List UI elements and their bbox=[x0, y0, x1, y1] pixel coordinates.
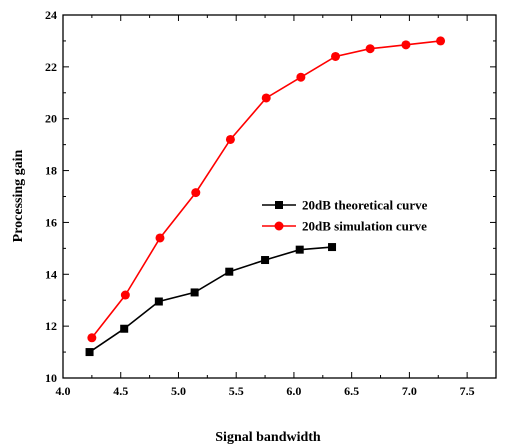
y-tick-label: 14 bbox=[45, 267, 57, 281]
series-2 bbox=[87, 36, 446, 343]
y-tick-label: 18 bbox=[45, 164, 57, 178]
data-point bbox=[154, 297, 163, 306]
data-point bbox=[261, 256, 270, 265]
x-tick-label: 5.0 bbox=[171, 384, 186, 398]
data-point bbox=[401, 40, 411, 50]
data-point bbox=[225, 134, 235, 144]
x-tick-label: 6.0 bbox=[286, 384, 301, 398]
legend-marker bbox=[274, 221, 284, 231]
data-point bbox=[225, 267, 234, 276]
data-point bbox=[85, 348, 94, 357]
axes bbox=[62, 14, 497, 379]
data-point bbox=[120, 324, 129, 333]
legend-marker bbox=[275, 201, 283, 209]
legend-label: 20dB simulation curve bbox=[302, 219, 427, 234]
legend-label: 20dB theoretical curve bbox=[302, 198, 428, 213]
series-1 bbox=[85, 243, 337, 357]
data-point bbox=[365, 44, 375, 54]
data-point bbox=[436, 36, 446, 46]
y-axis-title: Processing gain bbox=[11, 149, 26, 242]
data-point bbox=[295, 245, 304, 254]
x-tick-label: 4.0 bbox=[56, 384, 71, 398]
series-layer bbox=[85, 36, 446, 357]
y-tick-label: 20 bbox=[45, 112, 57, 126]
series-line bbox=[89, 246, 333, 353]
y-tick-label: 10 bbox=[45, 371, 57, 385]
data-point bbox=[87, 333, 97, 343]
data-point bbox=[331, 51, 341, 61]
legend-item: 20dB simulation curve bbox=[262, 219, 427, 234]
x-tick-label: 5.5 bbox=[229, 384, 244, 398]
data-point bbox=[190, 288, 199, 297]
y-axis-ticks: 10 12 14 16 18 20 22 24 bbox=[45, 8, 496, 385]
x-tick-label: 7.5 bbox=[460, 384, 475, 398]
data-point bbox=[120, 290, 130, 300]
series-line bbox=[91, 40, 441, 339]
x-axis-ticks: 4.0 4.5 5.0 5.5 6.0 6.5 7.0 7.5 bbox=[56, 15, 497, 398]
x-axis-title: Signal bandwidth bbox=[215, 430, 321, 445]
data-point bbox=[155, 233, 165, 243]
x-tick-label: 4.5 bbox=[113, 384, 128, 398]
legend-item: 20dB theoretical curve bbox=[262, 198, 428, 213]
x-tick-label: 6.5 bbox=[344, 384, 359, 398]
x-tick-label: 7.0 bbox=[402, 384, 417, 398]
y-tick-label: 12 bbox=[45, 319, 57, 333]
plot-frame bbox=[62, 14, 497, 379]
legend: 20dB theoretical curve 20dB simulation cu… bbox=[262, 198, 428, 234]
data-point bbox=[191, 188, 201, 198]
y-tick-label: 24 bbox=[45, 8, 57, 22]
y-tick-label: 16 bbox=[45, 215, 57, 229]
data-point bbox=[328, 243, 337, 252]
data-point bbox=[261, 93, 271, 103]
data-point bbox=[296, 72, 306, 82]
y-tick-label: 22 bbox=[45, 60, 57, 74]
